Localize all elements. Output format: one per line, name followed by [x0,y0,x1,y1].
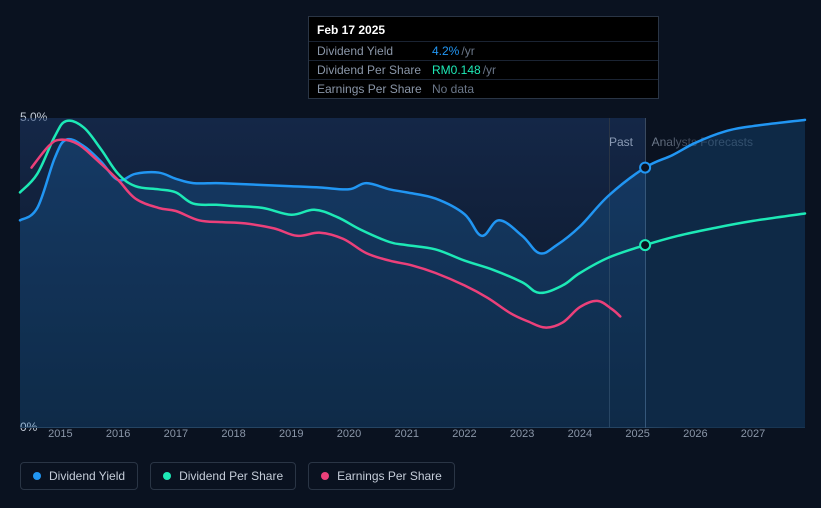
legend-item-dividend-per-share[interactable]: Dividend Per Share [150,462,296,490]
x-tick-label: 2015 [48,428,72,440]
tooltip-row-label: Dividend Yield [317,44,432,58]
legend-dot [33,472,41,480]
x-tick-label: 2026 [683,428,707,440]
x-tick-label: 2017 [164,428,188,440]
x-tick-label: 2024 [568,428,592,440]
tooltip-row: Dividend Per ShareRM0.148 /yr [309,60,658,79]
legend-label: Dividend Yield [49,469,125,483]
x-tick-label: 2018 [221,428,245,440]
tooltip-row-suffix: /yr [483,63,496,77]
legend-item-earnings-per-share[interactable]: Earnings Per Share [308,462,455,490]
tooltip-row: Dividend Yield4.2% /yr [309,41,658,60]
tooltip-row: Earnings Per ShareNo data [309,79,658,98]
x-tick-label: 2019 [279,428,303,440]
legend-label: Earnings Per Share [337,469,442,483]
x-tick-label: 2021 [394,428,418,440]
x-tick-label: 2023 [510,428,534,440]
tooltip-row-value: No data [432,82,474,96]
dividend-chart[interactable]: 5.0% 0% Past Analysts Forecasts 20152016… [0,100,821,460]
legend-label: Dividend Per Share [179,469,283,483]
x-tick-label: 2027 [741,428,765,440]
chart-svg [20,118,805,428]
tooltip-date: Feb 17 2025 [309,17,658,41]
tooltip-row-label: Dividend Per Share [317,63,432,77]
x-axis-ticks: 2015 2016 2017 2018 2019 2020 2021 2022 2023 2024… [20,428,805,448]
chart-tooltip: Feb 17 2025 Dividend Yield4.2% /yrDivide… [308,16,659,99]
tooltip-row-value: RM0.148 [432,63,481,77]
x-tick-label: 2020 [337,428,361,440]
tooltip-row-suffix: /yr [461,44,474,58]
tooltip-row-value: 4.2% [432,44,459,58]
legend-dot [321,472,329,480]
legend-item-dividend-yield[interactable]: Dividend Yield [20,462,138,490]
x-tick-label: 2025 [625,428,649,440]
chart-legend: Dividend Yield Dividend Per Share Earnin… [20,462,455,490]
x-tick-label: 2016 [106,428,130,440]
plot-area[interactable] [20,118,805,428]
legend-dot [163,472,171,480]
x-tick-label: 2022 [452,428,476,440]
tooltip-row-label: Earnings Per Share [317,82,432,96]
